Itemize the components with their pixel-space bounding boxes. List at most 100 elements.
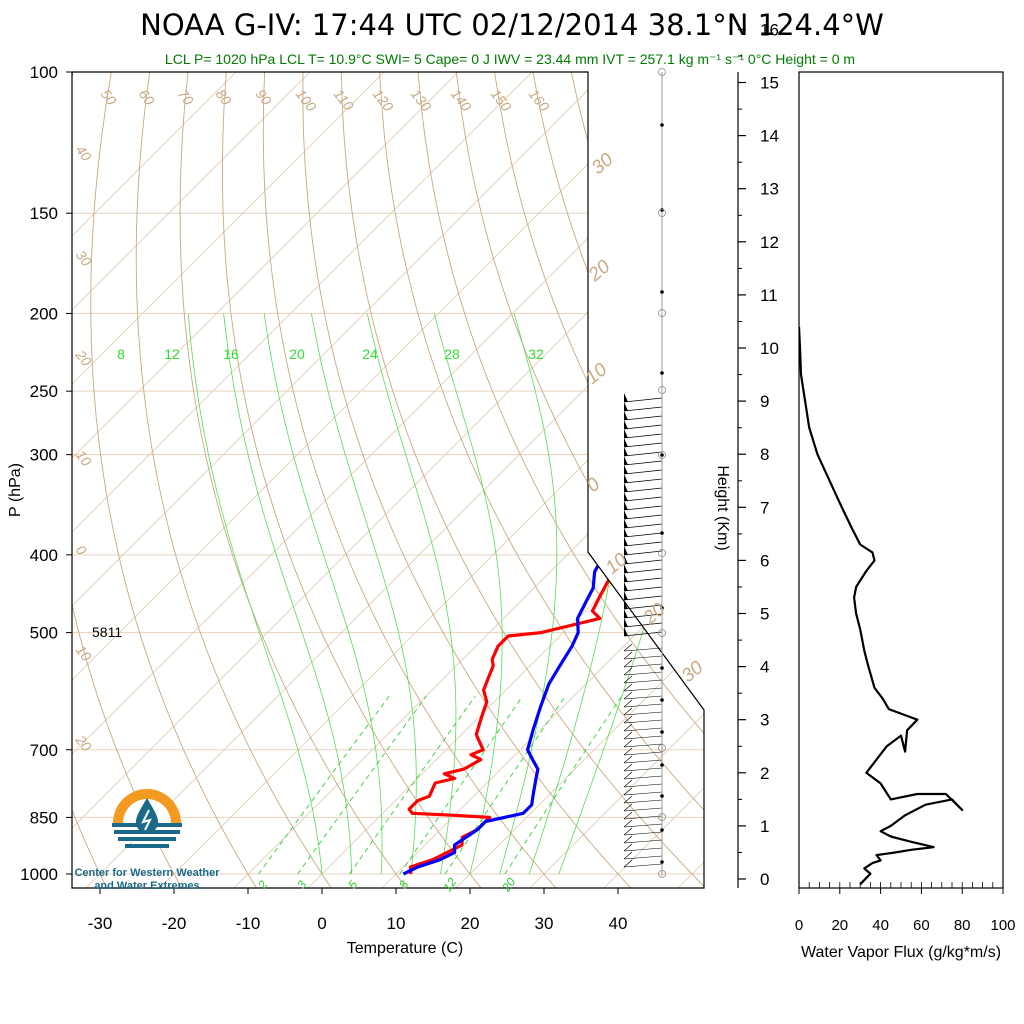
dry-adiabat-label: 10 — [582, 359, 612, 389]
wind-staff-dot — [660, 606, 664, 610]
wind-barb-flag — [624, 564, 628, 573]
wind-barb — [623, 823, 663, 828]
wind-height-staff — [658, 68, 666, 878]
skew-t-frame — [71, 71, 705, 889]
wind-barb-feather — [623, 651, 633, 660]
wind-barb-feather — [623, 811, 633, 820]
wind-barb — [623, 839, 663, 844]
wind-barb — [623, 767, 663, 772]
wind-barb — [623, 695, 663, 700]
wind-staff-circle — [658, 629, 666, 637]
pressure-tick-label: 200 — [30, 304, 58, 323]
wind-barb — [623, 523, 663, 529]
isotherm — [72, 72, 704, 888]
wind-barb-flag — [624, 402, 628, 411]
wind-barb-feather — [623, 859, 633, 868]
wind-barb — [623, 406, 663, 412]
pressure-tick-label: 250 — [30, 382, 58, 401]
wind-barb-flag — [624, 501, 628, 510]
dry-adiabat-label: 30 — [588, 149, 618, 179]
dry-adiabat-label: 100 — [293, 86, 320, 114]
dry-adiabat-label: 160 — [526, 86, 553, 114]
dry-adiabat-label: 150 — [488, 86, 515, 114]
wind-barb — [623, 460, 663, 466]
mixing-ratio-label: 2 — [254, 878, 270, 893]
wind-barb-feather — [623, 707, 633, 716]
wind-staff-dot — [660, 453, 664, 457]
wind-barb-feather — [623, 659, 633, 668]
temp-tick-label: -10 — [236, 914, 261, 933]
wind-barb — [623, 469, 663, 475]
wind-barb-feather — [623, 675, 633, 684]
isotherm — [381, 72, 704, 888]
dry-adiabat — [302, 72, 634, 888]
dry-adiabat-label: 0 — [583, 474, 605, 497]
temp-tick-label: 0 — [317, 914, 326, 933]
pressure-tick-label: 700 — [30, 741, 58, 760]
isotherm — [603, 72, 704, 888]
pressure-tick-label: 100 — [30, 63, 58, 82]
dry-adiabat — [455, 72, 704, 888]
dry-adiabat — [262, 72, 559, 888]
height-tick-label: 15 — [760, 74, 779, 93]
wind-barb-feather — [623, 827, 633, 836]
wind-barb-flag — [624, 528, 628, 537]
mixing-ratio-label: 20 — [499, 875, 519, 895]
moist-adiabat-label: 8 — [117, 346, 125, 362]
height-tick-label: 11 — [760, 286, 778, 305]
wind-barb — [623, 831, 663, 836]
wind-barb — [623, 743, 663, 748]
height-tick-label: 7 — [760, 498, 769, 517]
wind-barbs — [623, 393, 663, 868]
moist-adiabat-label: 16 — [223, 346, 239, 362]
wind-staff-dot — [660, 698, 664, 702]
wind-barb — [623, 604, 663, 610]
isotherm — [233, 72, 704, 888]
wind-barb — [623, 559, 663, 565]
isotherm — [307, 72, 704, 888]
wind-barb — [623, 631, 663, 637]
dry-adiabat-label: 120 — [370, 86, 397, 114]
wv-x-tick-label: 60 — [913, 917, 930, 934]
wind-barb — [623, 775, 663, 780]
wind-barb-flag — [624, 618, 628, 627]
height-tick-label: 4 — [760, 658, 769, 677]
pressure-tick-label: 500 — [30, 624, 58, 643]
wind-barb — [623, 855, 663, 860]
wind-barb-feather — [623, 731, 633, 740]
dry-adiabat-label: 40 — [73, 142, 95, 164]
moist-adiabat-label: 24 — [362, 346, 378, 362]
dry-adiabat — [763, 72, 1024, 891]
isotherm — [455, 72, 704, 888]
wind-barb-feather — [623, 755, 633, 764]
dry-adiabat — [379, 72, 704, 888]
isotherm — [85, 72, 704, 888]
isotherm — [159, 72, 704, 888]
dry-adiabat — [840, 72, 1024, 891]
wind-barb-flag — [624, 573, 628, 582]
wind-barb-flag — [624, 591, 628, 600]
temp-tick-label: -30 — [88, 914, 113, 933]
wind-barb — [623, 442, 663, 448]
wind-barb — [623, 799, 663, 804]
wind-staff-dot — [660, 730, 664, 734]
wind-barb-flag — [624, 483, 628, 492]
wind-barb — [623, 415, 663, 421]
temp-tick-label: 40 — [609, 914, 628, 933]
wind-staff-dot — [660, 666, 664, 670]
wind-staff-dot — [660, 531, 664, 535]
moist-adiabat — [223, 313, 352, 874]
wind-staff-dot — [660, 794, 664, 798]
wind-barb-flag — [624, 627, 628, 636]
wind-barb-feather — [623, 763, 633, 772]
height-tick-label: 9 — [760, 392, 769, 411]
pressure-tick-label: 300 — [30, 446, 58, 465]
height-annotation-5811: 5811 — [92, 624, 122, 640]
wind-barb — [623, 541, 663, 547]
isotherm — [72, 72, 607, 888]
height-tick-label: 8 — [760, 445, 769, 464]
wind-barb-feather — [623, 683, 633, 692]
wind-barb-flag — [624, 456, 628, 465]
